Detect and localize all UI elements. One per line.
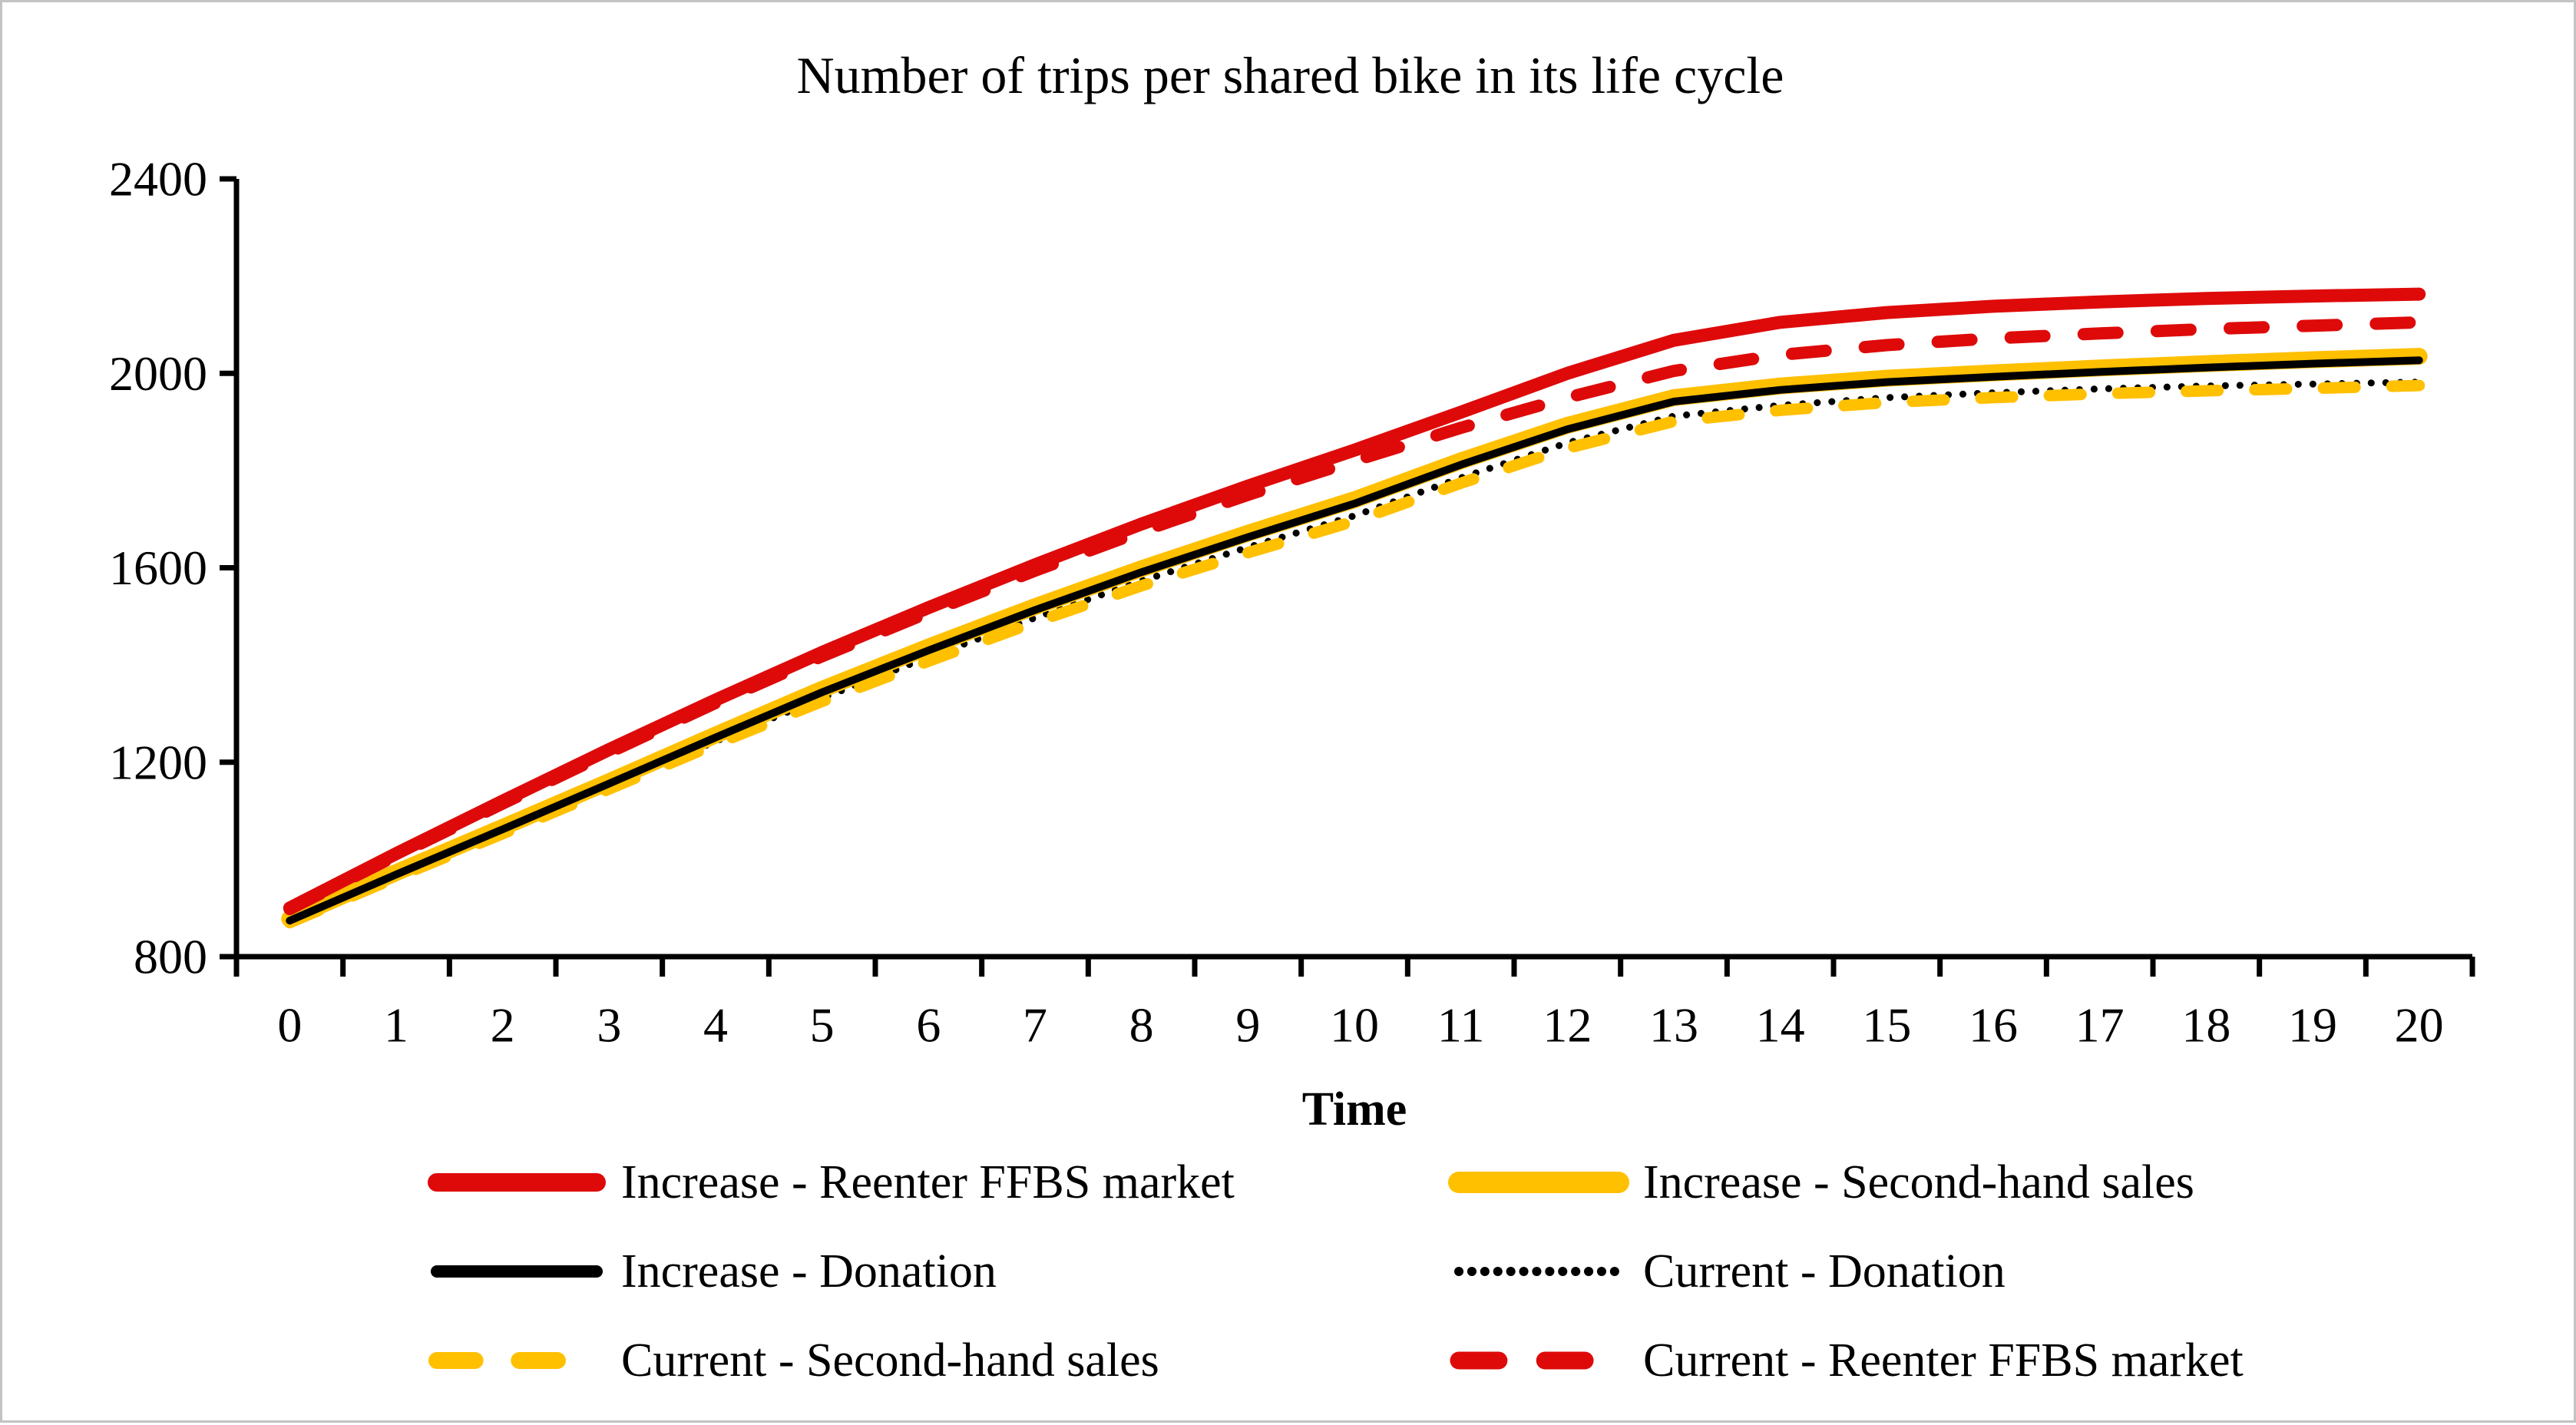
- series-line-5: [283, 316, 2426, 915]
- x-tick-label: 5: [810, 998, 835, 1053]
- x-tick-label: 12: [1543, 998, 1592, 1053]
- legend-item-current-reenter-ffbs-market: Current - Reenter FFBS market: [1448, 1333, 2244, 1388]
- legend-swatch-black-solid-line-icon: [431, 1265, 603, 1278]
- legend-item-increase-reenter-ffbs-market: Increase - Reenter FFBS market: [426, 1155, 1235, 1210]
- legend-item-current-second-hand-sales: Current - Second-hand sales: [426, 1333, 1159, 1388]
- series-line-3: [286, 379, 2423, 925]
- x-tick-label: 1: [384, 998, 408, 1053]
- legend-label: Increase - Second-hand sales: [1643, 1156, 2194, 1208]
- series-line-2: [286, 356, 2423, 925]
- legend-swatch-yellow-dashed-line-icon: [428, 1352, 605, 1369]
- legend-label: Increase - Donation: [621, 1245, 997, 1298]
- x-tick-label: 13: [1649, 998, 1698, 1053]
- legend-item-increase-donation: Increase - Donation: [426, 1244, 997, 1299]
- x-tick-label: 3: [597, 998, 621, 1053]
- legend-label: Increase - Reenter FFBS market: [621, 1156, 1235, 1208]
- legend-label: Current - Second-hand sales: [621, 1334, 1159, 1387]
- y-tick-label: 1600: [109, 541, 207, 595]
- legend-label: Current - Donation: [1643, 1245, 2006, 1298]
- x-tick-label: 6: [916, 998, 941, 1053]
- legend-item-current-donation: Current - Donation: [1448, 1244, 2006, 1299]
- y-tick-label: 1200: [109, 735, 207, 789]
- x-tick-label: 15: [1862, 998, 1911, 1053]
- legend-item-increase-second-hand-sales: Increase - Second-hand sales: [1448, 1155, 2194, 1210]
- y-tick-label: 2000: [109, 346, 207, 401]
- legend-swatch-yellow-solid-line-icon: [1448, 1172, 1629, 1193]
- series-line-4: [283, 379, 2426, 929]
- x-tick-label: 11: [1437, 998, 1485, 1053]
- x-tick-label: 2: [491, 998, 515, 1053]
- legend-swatch-red-solid-line-icon: [428, 1173, 606, 1192]
- x-axis-title: Time: [1301, 1083, 1407, 1136]
- x-tick-label: 7: [1023, 998, 1047, 1053]
- x-tick-label: 8: [1129, 998, 1154, 1053]
- legend-swatch-black-dotted-line-icon: [1454, 1267, 1623, 1276]
- x-tick-label: 9: [1235, 998, 1260, 1053]
- x-tick-label: 19: [2288, 998, 2337, 1053]
- x-tick-label: 14: [1756, 998, 1805, 1053]
- y-tick-label: 800: [134, 930, 207, 984]
- x-tick-label: 0: [277, 998, 302, 1053]
- y-tick-label: 2400: [109, 152, 207, 207]
- x-tick-label: 16: [1969, 998, 2018, 1053]
- x-tick-label: 10: [1330, 998, 1379, 1053]
- legend-label: Current - Reenter FFBS market: [1643, 1334, 2244, 1387]
- series-line-1: [281, 348, 2428, 927]
- x-tick-label: 20: [2395, 998, 2444, 1053]
- x-tick-label: 17: [2075, 998, 2125, 1053]
- x-tick-label: 18: [2181, 998, 2230, 1053]
- x-tick-label: 4: [703, 998, 728, 1053]
- chart-title: Number of trips per shared bike in its l…: [796, 46, 1784, 104]
- legend-swatch-red-dashed-line-icon: [1450, 1351, 1628, 1370]
- series-line-0: [283, 287, 2426, 915]
